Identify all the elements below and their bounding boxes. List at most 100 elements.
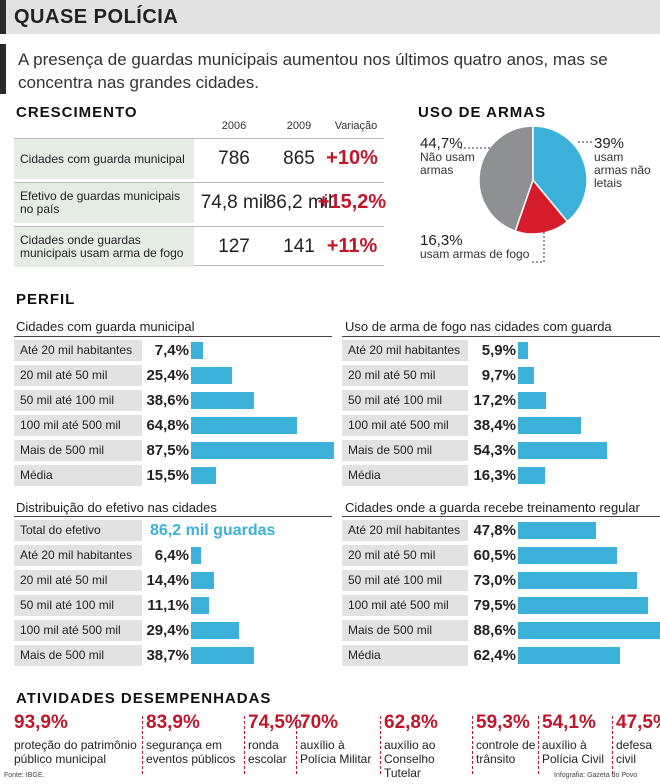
- table-row: Cidades com guarda municipal 786 865 +10…: [14, 138, 384, 179]
- value-variacao: +15,2%: [317, 191, 387, 213]
- bar: [518, 647, 620, 664]
- bar: [191, 342, 204, 359]
- bar-label: Até 20 mil habitantes: [14, 545, 142, 566]
- activity-pct: 70%: [300, 712, 339, 733]
- page-title: QUASE POLÍCIA: [14, 6, 179, 28]
- bar-label: Mais de 500 mil: [14, 645, 142, 666]
- value-2009: 865: [283, 148, 315, 169]
- bar-label: Média: [14, 465, 142, 486]
- bar-row: Até 20 mil habitantes 5,9%: [342, 340, 660, 362]
- bar-value-label: 14,4%: [146, 572, 189, 589]
- chart-title-rule: [14, 336, 332, 337]
- activity-separator: [472, 716, 473, 774]
- header-2009: 2009: [286, 120, 312, 132]
- bar-row: 50 mil até 100 mil 11,1%: [14, 595, 354, 617]
- bar-row: Até 20 mil habitantes 47,8%: [342, 520, 660, 542]
- activity-pct: 54,1%: [542, 712, 596, 733]
- activity-pct: 83,9%: [146, 712, 200, 733]
- bar: [518, 342, 528, 359]
- bar-value-label: 16,3%: [473, 467, 516, 484]
- bar-label: Mais de 500 mil: [342, 620, 468, 641]
- bar-label: 100 mil até 500 mil: [14, 620, 142, 641]
- chart-title: Cidades onde a guarda recebe treinamento…: [345, 500, 640, 515]
- value-2009: 141: [283, 236, 315, 257]
- bar-value-label: 38,6%: [146, 392, 189, 409]
- bar: [518, 442, 607, 459]
- activity-desc: auxílio à Polícia Civil: [542, 738, 605, 766]
- bar-label: 50 mil até 100 mil: [342, 390, 468, 411]
- bar-label: 50 mil até 100 mil: [342, 570, 468, 591]
- activity-item: 74,5% ronda escolar: [248, 712, 302, 772]
- bar-value-label: 88,6%: [473, 622, 516, 639]
- activity-item: 47,5% defesa civil: [616, 712, 660, 772]
- pie-pct: 44,7%: [420, 135, 463, 152]
- bar-value-label: 38,4%: [473, 417, 516, 434]
- activity-item: 54,1% auxílio à Polícia Civil: [542, 712, 614, 772]
- row-label: Efetivo de guardas municipais no país: [14, 183, 194, 223]
- title-accent: [0, 0, 6, 34]
- bar-value-label: 64,8%: [146, 417, 189, 434]
- bar-value-label: 47,8%: [473, 522, 516, 539]
- activity-separator: [296, 716, 297, 774]
- pie-label-arma-fogo: 16,3% usam armas de fogo: [420, 233, 529, 261]
- activity-pct: 59,3%: [476, 712, 530, 733]
- activity-pct: 62,8%: [384, 712, 438, 733]
- row-label: Cidades onde guardas municipais usam arm…: [14, 227, 194, 267]
- activity-desc: auxílio ao Conselho Tutelar: [384, 738, 436, 780]
- bar-value-label: 9,7%: [481, 367, 516, 384]
- pie-pct: 39%: [594, 135, 625, 152]
- bar: [518, 597, 648, 614]
- bar-label: 50 mil até 100 mil: [14, 390, 142, 411]
- pie-leader-line: [532, 232, 545, 263]
- bar-label: 50 mil até 100 mil: [14, 595, 142, 616]
- bar-row: Até 20 mil habitantes 6,4%: [14, 545, 354, 567]
- bar: [518, 467, 545, 484]
- activity-separator: [612, 716, 613, 774]
- bar-value-label: 11,1%: [147, 597, 189, 614]
- bar: [191, 442, 334, 459]
- bar-row: 100 mil até 500 mil 79,5%: [342, 595, 660, 617]
- bar-value-label: 6,4%: [154, 547, 189, 564]
- activity-separator: [538, 716, 539, 774]
- chart-title: Cidades com guarda municipal: [16, 319, 195, 334]
- total-value: 86,2 mil guardas: [150, 522, 276, 539]
- bar: [191, 597, 210, 614]
- bar-row: Até 20 mil habitantes 7,4%: [14, 340, 354, 362]
- uso-armas-title: USO DE ARMAS: [418, 104, 547, 121]
- activity-desc: controle de trânsito: [476, 738, 536, 766]
- bar-value-label: 54,3%: [473, 442, 516, 459]
- bar-row: 50 mil até 100 mil 38,6%: [14, 390, 354, 412]
- bar: [518, 547, 617, 564]
- bar-row: 20 mil até 50 mil 60,5%: [342, 545, 660, 567]
- lead-text: A presença de guardas municipais aumento…: [18, 50, 608, 92]
- bar-label: 20 mil até 50 mil: [342, 545, 468, 566]
- bar-row: Mais de 500 mil 54,3%: [342, 440, 660, 462]
- bar-row: 100 mil até 500 mil 29,4%: [14, 620, 354, 642]
- source-note: Fonte: IBGE.: [4, 772, 45, 779]
- credit-note: Infografia: Gazeta do Povo: [554, 772, 638, 779]
- bar-label: 20 mil até 50 mil: [14, 365, 142, 386]
- bar-label: 100 mil até 500 mil: [342, 595, 468, 616]
- bar-label: Total do efetivo: [14, 520, 142, 541]
- activity-separator: [244, 716, 245, 774]
- activity-desc: ronda escolar: [248, 738, 287, 766]
- value-2006: 786: [218, 148, 250, 169]
- bar-label: 100 mil até 500 mil: [14, 415, 142, 436]
- bar-value-label: 62,4%: [473, 647, 516, 664]
- bar: [191, 622, 239, 639]
- bar: [518, 417, 581, 434]
- bar-label: Mais de 500 mil: [342, 440, 468, 461]
- bar-row: Mais de 500 mil 88,6%: [342, 620, 660, 642]
- bar-value-label: 79,5%: [473, 597, 516, 614]
- chart-title-rule: [14, 516, 332, 517]
- activity-item: 93,9% proteção do patrimônio público muni…: [14, 712, 142, 772]
- chart-title: Distribuição do efetivo nas cidades: [16, 500, 217, 515]
- bar-label: Até 20 mil habitantes: [342, 520, 468, 541]
- bar-value-label: 7,4%: [154, 342, 189, 359]
- bar-row: Média 16,3%: [342, 465, 660, 487]
- pie-slice: [532, 125, 588, 223]
- bar: [191, 417, 297, 434]
- bar-row: Média 15,5%: [14, 465, 354, 487]
- bar-row: 100 mil até 500 mil 64,8%: [14, 415, 354, 437]
- bar-row: Mais de 500 mil 38,7%: [14, 645, 354, 667]
